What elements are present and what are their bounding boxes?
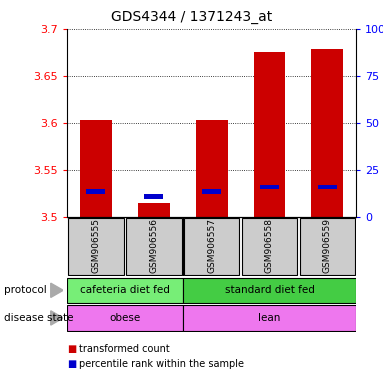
Bar <box>184 218 239 275</box>
Bar <box>318 184 337 189</box>
Text: standard diet fed: standard diet fed <box>224 285 314 295</box>
Bar <box>67 305 183 331</box>
Bar <box>144 194 163 199</box>
Bar <box>126 218 182 275</box>
Text: obese: obese <box>109 313 141 323</box>
Polygon shape <box>51 283 63 298</box>
Bar <box>87 189 105 194</box>
Text: ■: ■ <box>67 344 76 354</box>
Text: GDS4344 / 1371243_at: GDS4344 / 1371243_at <box>111 10 272 23</box>
Bar <box>254 52 285 217</box>
Text: GSM906558: GSM906558 <box>265 218 274 273</box>
Bar <box>67 278 183 303</box>
Text: percentile rank within the sample: percentile rank within the sample <box>79 359 244 369</box>
Bar <box>196 120 228 217</box>
Text: cafeteria diet fed: cafeteria diet fed <box>80 285 170 295</box>
Text: GSM906557: GSM906557 <box>207 218 216 273</box>
Text: protocol: protocol <box>4 285 47 295</box>
Text: transformed count: transformed count <box>79 344 169 354</box>
Bar <box>202 189 221 194</box>
Text: disease state: disease state <box>4 313 73 323</box>
Polygon shape <box>51 311 63 325</box>
Text: ■: ■ <box>67 359 76 369</box>
Bar <box>242 218 297 275</box>
Bar <box>311 50 343 217</box>
Bar <box>183 305 356 331</box>
Text: lean: lean <box>258 313 281 323</box>
Text: GSM906559: GSM906559 <box>323 218 332 273</box>
Text: GSM906555: GSM906555 <box>92 218 100 273</box>
Bar <box>68 218 124 275</box>
Text: GSM906556: GSM906556 <box>149 218 158 273</box>
Bar <box>260 184 279 189</box>
Bar <box>300 218 355 275</box>
Bar <box>183 278 356 303</box>
Bar <box>138 203 170 217</box>
Bar <box>80 120 112 217</box>
